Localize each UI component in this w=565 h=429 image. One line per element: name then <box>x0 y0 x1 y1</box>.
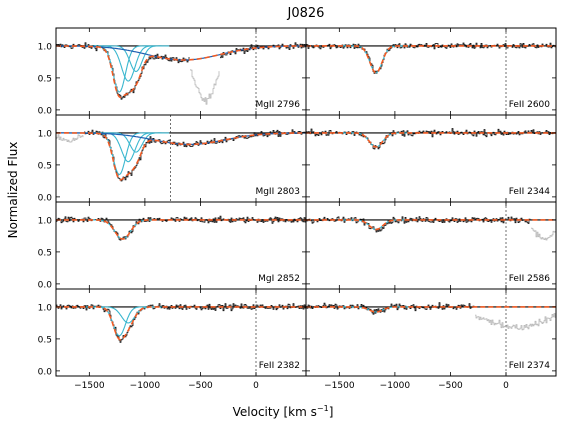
component-fit-1 <box>342 306 410 313</box>
total-fit <box>306 306 556 313</box>
transition-label: FeII 2586 <box>509 274 551 284</box>
y-tick-label: 0.0 <box>38 106 53 116</box>
spectrum-data <box>306 302 475 315</box>
y-tick-label: 1.0 <box>38 303 53 313</box>
panel-plot-area <box>306 202 556 289</box>
panel-frame <box>305 288 557 377</box>
transition-label: FeII 2382 <box>259 361 300 371</box>
panel-feii-2586: FeII 2586 <box>305 201 557 290</box>
y-tick-label: 0.5 <box>38 74 52 84</box>
x-axis-label-main: Velocity [km s <box>233 405 317 419</box>
masked-spectrum <box>475 313 556 331</box>
panel-plot-area <box>56 289 306 376</box>
spectrum-data <box>56 42 306 100</box>
y-tick-label: 1.0 <box>38 216 53 226</box>
transition-label: MgI 2852 <box>258 274 300 284</box>
x-tick-label: −1500 <box>74 381 105 391</box>
y-tick-label: 0.0 <box>38 280 53 290</box>
panel-plot-area <box>306 289 556 376</box>
total-fit <box>306 219 556 231</box>
masked-spectrum <box>190 69 220 105</box>
transition-label: MgII 2803 <box>255 187 300 197</box>
y-tick-label: 1.0 <box>38 129 53 139</box>
spectrum-data <box>306 216 531 233</box>
component-fit-1 <box>342 45 410 74</box>
x-tick-label: −1500 <box>324 381 355 391</box>
transition-label: FeII 2600 <box>509 100 551 110</box>
panel-mgi-2852: 0.0 0.5 1.0 MgI 2852 <box>38 201 307 290</box>
component-fit-1 <box>89 219 156 240</box>
x-tick-label: 0 <box>503 381 509 391</box>
total-fit <box>56 132 306 181</box>
y-tick-label: 0.5 <box>38 248 52 258</box>
y-tick-label: 0.5 <box>38 161 52 171</box>
y-tick-label: 0.5 <box>38 335 52 345</box>
x-tick-label: 0 <box>253 381 259 391</box>
x-axis-label-unit-exponent: −1 <box>317 404 329 413</box>
total-fit <box>306 132 556 148</box>
panel-mgii-2803: 0.0 0.5 1.0 MgII 2803 <box>38 114 307 203</box>
panel-plot-area <box>56 215 306 241</box>
panel-feii-2600: FeII 2600 <box>305 27 557 116</box>
component-fit-1 <box>86 132 153 176</box>
panel-plot-area <box>56 28 306 115</box>
x-tick-label: −1000 <box>130 381 161 391</box>
panel-plot-area <box>306 28 556 115</box>
y-tick-label: 0.0 <box>38 193 53 203</box>
y-tick-label: 1.0 <box>38 42 53 52</box>
total-fit <box>56 306 306 341</box>
x-tick-label: −1000 <box>380 381 411 391</box>
spectrum-data <box>56 303 306 343</box>
x-tick-label: −500 <box>438 381 463 391</box>
component-fit-1 <box>86 306 153 337</box>
masked-spectrum <box>531 227 556 241</box>
transition-label: FeII 2344 <box>509 187 551 197</box>
y-tick-label: 0.0 <box>38 367 53 377</box>
total-fit <box>56 45 306 99</box>
panel-feii-2344: FeII 2344 <box>305 114 557 203</box>
panel-plot-area <box>56 115 306 202</box>
panel-plot-area <box>306 128 556 150</box>
spectrum-data <box>306 128 556 150</box>
x-axis-label-close: ] <box>329 405 334 419</box>
spectrum-data <box>306 42 556 74</box>
total-fit <box>56 219 306 240</box>
component-fit-3 <box>102 132 170 153</box>
transition-label: MgII 2796 <box>255 100 300 110</box>
figure-title: J0826 <box>287 6 325 21</box>
masked-spectrum <box>56 134 84 143</box>
component-fit-3 <box>102 45 170 73</box>
x-axis-label: Velocity [km s−1] <box>233 404 334 419</box>
transition-label: FeII 2374 <box>509 361 551 371</box>
x-tick-label: −500 <box>188 381 213 391</box>
total-fit <box>306 45 556 74</box>
panel-mgii-2796: 0.0 0.5 1.0 MgII 2796 <box>38 27 307 116</box>
y-axis-label: Normalized Flux <box>6 142 20 239</box>
component-fit-1 <box>342 132 410 148</box>
